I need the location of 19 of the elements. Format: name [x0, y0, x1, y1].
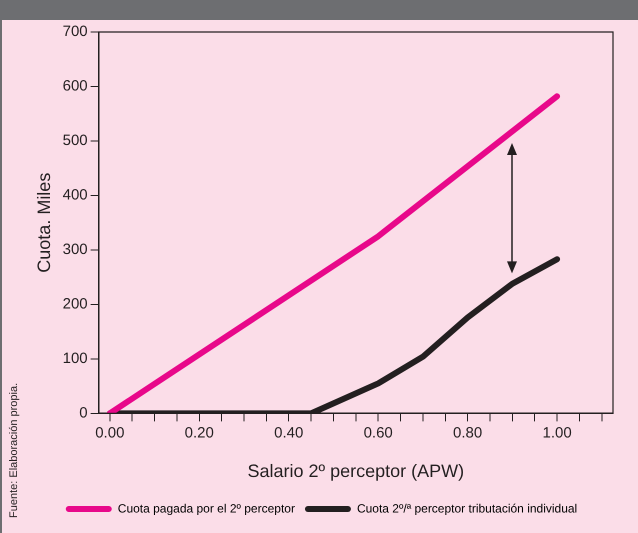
legend-label: Cuota 2º/ª perceptor tributación individual: [356, 501, 578, 516]
y-tick-label: 500: [62, 132, 88, 150]
x-tick-label: 0.60: [364, 424, 393, 442]
x-tick-label: 0.40: [274, 424, 304, 442]
y-tick-label: 700: [62, 23, 88, 40]
y-tick-label: 300: [62, 241, 88, 258]
y-tick-label: 100: [62, 350, 88, 368]
y-tick-label: 600: [62, 78, 88, 95]
y-tick-label: 0: [79, 404, 88, 422]
x-tick-label: 0.80: [453, 424, 482, 442]
x-tick-label: 1.00: [542, 424, 572, 442]
y-tick-label: 400: [62, 186, 88, 204]
legend-label: Cuota pagada por el 2º perceptor: [118, 501, 295, 516]
x-tick-label: 0.00: [95, 424, 124, 442]
x-axis-title: Salario 2º perceptor (APW): [247, 461, 464, 482]
x-tick-label: 0.20: [184, 424, 214, 442]
y-tick-label: 200: [62, 296, 88, 313]
y-axis-title: Cuota. Miles: [34, 172, 54, 273]
source-note: Fuente: Elaboración propia.: [8, 382, 20, 518]
